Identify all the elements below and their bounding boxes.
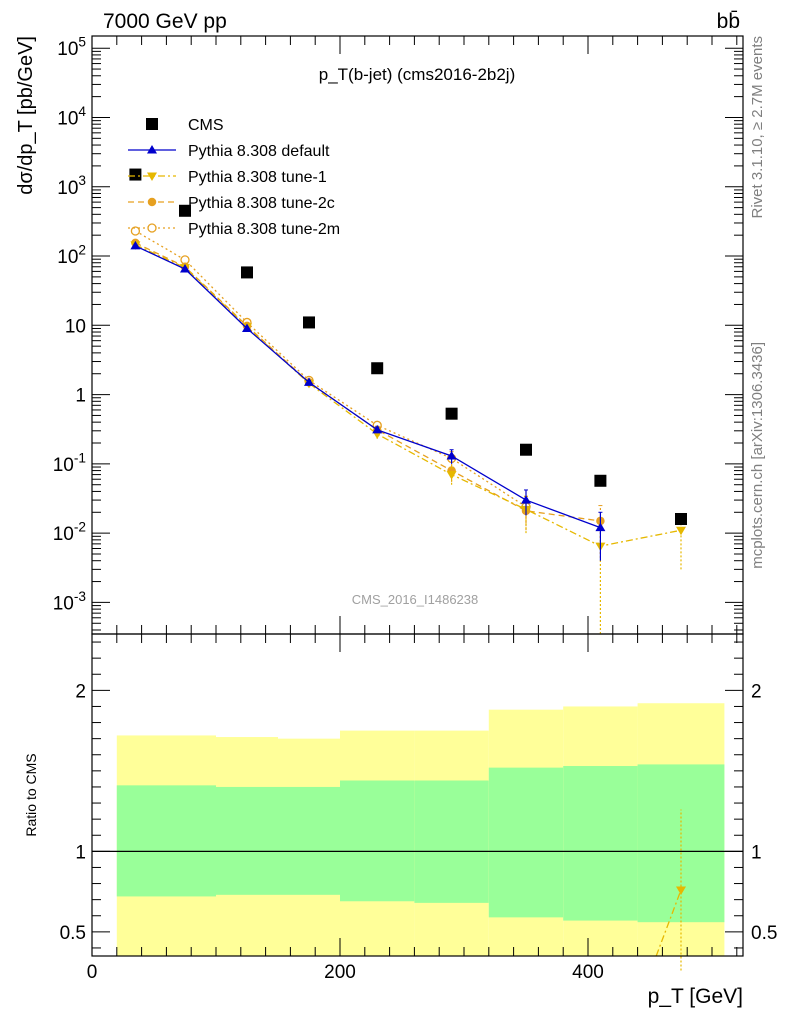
band-green: [216, 786, 278, 895]
tick-label: 2: [75, 681, 86, 702]
data-point: [446, 450, 457, 460]
tick-label: 102: [57, 242, 86, 268]
data-point: [146, 118, 158, 130]
tick-label: 10: [65, 316, 86, 337]
tick-label: 103: [57, 173, 86, 199]
tick-label: 1: [75, 842, 86, 863]
ratio-content: [92, 703, 743, 971]
data-point: [147, 145, 157, 154]
tick-label: 104: [57, 104, 86, 130]
ratio-series: [655, 809, 686, 971]
series-pythia-8-308-tune-2m: [130, 226, 531, 524]
series-pythia-8-308-tune-1: [130, 241, 686, 634]
legend-entry: Pythia 8.308 tune-2c: [128, 195, 335, 212]
tick-label: 2: [751, 681, 762, 702]
rivet-label: Rivet 3.1.10, ≥ 2.7M events: [749, 36, 766, 219]
data-point: [179, 204, 191, 217]
legend: CMS Pythia 8.308 default Pythia 8.308 tune…: [128, 117, 340, 238]
xlabel: p_T [GeV]: [648, 985, 743, 1008]
tick-label: 105: [57, 35, 86, 61]
main-title: p_T(b-jet) (cms2016-2b2j): [319, 65, 516, 84]
legend-label: CMS: [188, 117, 224, 134]
data-point: [675, 512, 687, 525]
energy-label: 7000 GeV pp: [103, 10, 227, 33]
data-point: [147, 172, 157, 181]
series-line: [135, 245, 601, 529]
band-green: [414, 780, 489, 903]
data-point: [520, 443, 532, 456]
data-point: [303, 316, 315, 329]
tick-label: 10-2: [53, 520, 86, 546]
data-point: [446, 471, 457, 480]
data-point: [521, 495, 531, 504]
data-point: [445, 407, 458, 420]
ratio-panel: 0.5 0.5 1 1 2 2 0 200 400: [60, 633, 777, 983]
tick-label: 0.5: [60, 923, 86, 944]
data-point: [147, 197, 157, 207]
legend-entry: Pythia 8.308 tune-1: [128, 169, 327, 186]
tick-label: 0: [87, 962, 98, 983]
band-green: [563, 766, 638, 921]
band-green: [488, 767, 564, 918]
watermark: CMS_2016_I1486238: [352, 592, 479, 607]
tick-label: 1: [75, 386, 86, 407]
series-pythia-8-308-default: [130, 240, 606, 561]
band-green: [340, 780, 415, 902]
band-green: [278, 786, 340, 895]
series-line: [135, 244, 682, 547]
band-green: [154, 785, 216, 897]
main-axes: 10-3 10-2 10-1 1 10 102 103 104 105: [53, 35, 743, 634]
legend-label: Pythia 8.308 default: [188, 143, 330, 160]
legend-entry: Pythia 8.308 default: [128, 143, 330, 160]
tick-label: 400: [572, 962, 604, 983]
data-point: [242, 323, 252, 332]
ratio-axes: 0.5 0.5 1 1 2 2 0 200 400: [60, 634, 777, 983]
data-point: [241, 266, 253, 279]
tick-label: 0.5: [751, 923, 777, 944]
data-point: [676, 886, 686, 895]
data-point: [129, 168, 142, 181]
process-label: bb̄: [717, 10, 740, 33]
main-panel: 10-3 10-2 10-1 1 10 102 103 104 105 p_T(b-jet) (…: [53, 35, 744, 635]
tick-label: 10-1: [53, 450, 86, 476]
data-point: [371, 362, 384, 375]
ratio-line: [655, 889, 682, 957]
data-point: [372, 424, 383, 434]
tick-label: 200: [324, 962, 356, 983]
data-point: [594, 474, 607, 487]
source-label: mcplots.cern.ch [arXiv:1306.3436]: [749, 342, 766, 569]
tick-label: 10-3: [53, 589, 86, 615]
tick-label: 1: [751, 842, 762, 863]
data-point: [304, 377, 314, 386]
legend-label: Pythia 8.308 tune-2c: [188, 195, 335, 212]
data-point: [595, 522, 606, 532]
band-green: [116, 785, 154, 897]
data-point: [147, 223, 157, 233]
legend-label: Pythia 8.308 tune-1: [188, 169, 327, 186]
data-point: [676, 526, 686, 536]
legend-label: Pythia 8.308 tune-2m: [188, 221, 340, 238]
data-point: [180, 263, 190, 273]
legend-entry: CMS: [146, 117, 224, 134]
data-point: [130, 240, 141, 250]
main-ylabel: dσ/dp_T [pb/GeV]: [15, 36, 37, 195]
main-content: [129, 168, 687, 634]
band-green: [637, 764, 725, 923]
series-cms: [129, 168, 687, 525]
data-point: [130, 226, 141, 236]
series-line: [135, 242, 601, 522]
ratio-ylabel: Ratio to CMS: [23, 753, 39, 836]
legend-entry: Pythia 8.308 tune-2m: [128, 221, 340, 238]
ratio-frame: [91, 633, 744, 957]
